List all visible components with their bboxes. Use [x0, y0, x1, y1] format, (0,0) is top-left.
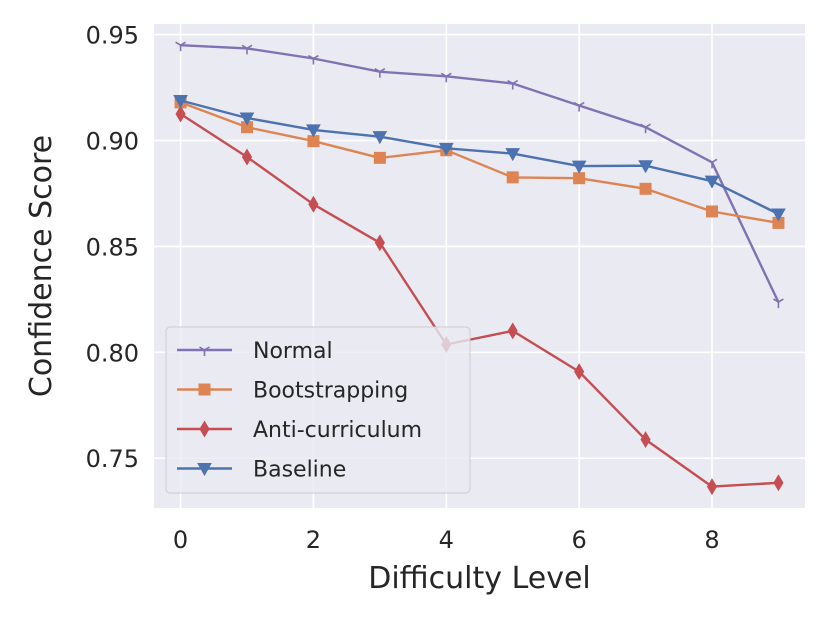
y-tick-label: 0.90 [86, 127, 139, 155]
legend-label-bootstrapping: Bootstrapping [253, 379, 408, 404]
x-tick-label: 4 [439, 526, 454, 554]
y-tick-label: 0.95 [86, 22, 139, 50]
legend-item-anti-curriculum: Anti-curriculum [177, 418, 422, 443]
bootstrapping-point [706, 205, 718, 218]
bootstrapping-point [639, 182, 652, 195]
baseline-point [306, 124, 321, 138]
x-axis-label: Difficulty Level [368, 561, 591, 596]
legend-label-normal: Normal [253, 339, 333, 364]
normal-point [241, 44, 253, 55]
normal-point [175, 41, 186, 52]
x-tick-label: 2 [306, 526, 321, 554]
normal-point [440, 72, 452, 83]
anti-curriculum-point [640, 431, 651, 449]
legend-label-baseline: Baseline [253, 458, 346, 483]
x-tick-label: 8 [704, 526, 719, 554]
anti-curriculum-point [175, 105, 186, 123]
bootstrapping-point [573, 172, 586, 185]
tick-labels: 0 2 4 6 8 0.75 0.80 0.85 0.90 0.95 [86, 22, 720, 554]
normal-point [374, 67, 386, 78]
anti-curriculum-point [308, 195, 319, 213]
anti-curriculum-point [507, 322, 518, 340]
legend-box [165, 326, 471, 494]
legend-entries: Normal Bootstrapping Anti-curriculum Baseli… [177, 339, 422, 483]
y-axis-label: Confidence Score [24, 135, 59, 397]
bootstrapping-point [506, 171, 519, 184]
legend-marker-bootstrapping [198, 383, 211, 396]
y-tick-label: 0.80 [86, 339, 139, 367]
legend-marker-anti-curriculum [199, 420, 210, 438]
legend-item-baseline: Baseline [177, 458, 346, 483]
baseline-point [505, 148, 521, 162]
baseline-point [173, 94, 188, 108]
legend-marker-normal [199, 346, 210, 356]
legend-label-anti-curriculum: Anti-curriculum [253, 418, 422, 443]
baseline-point [372, 131, 388, 145]
legend-item-bootstrapping: Bootstrapping [177, 379, 408, 404]
anti-curriculum-point [574, 363, 585, 381]
normal-point [573, 101, 585, 112]
baseline-point [771, 208, 786, 222]
normal-point [308, 54, 319, 65]
grid-lines [154, 24, 805, 508]
series-baseline [173, 94, 786, 222]
anti-curriculum-point [241, 148, 253, 166]
bootstrapping-line [180, 101, 779, 225]
anti-curriculum-point [374, 234, 385, 252]
legend-item-normal: Normal [177, 339, 333, 364]
normal-point [640, 123, 651, 134]
baseline-line [180, 99, 779, 216]
baseline-point [638, 160, 653, 174]
x-tick-label: 0 [173, 526, 188, 554]
bootstrapping-point [373, 151, 386, 164]
normal-line [180, 44, 780, 303]
y-tick-label: 0.75 [86, 445, 139, 473]
normal-point [507, 79, 519, 90]
anti-curriculum-line [179, 112, 779, 488]
baseline-point [239, 112, 255, 126]
baseline-point [438, 142, 454, 156]
anti-curriculum-point [706, 478, 718, 496]
legend: Normal Bootstrapping Anti-curriculum Baseli… [165, 326, 471, 494]
baseline-point [571, 160, 587, 174]
normal-point [773, 298, 784, 309]
baseline-point [704, 175, 720, 189]
legend-marker-baseline [197, 463, 212, 477]
x-tick-label: 6 [572, 526, 587, 554]
normal-point [706, 158, 718, 169]
series-normal [175, 41, 784, 309]
y-tick-label: 0.85 [86, 233, 139, 261]
anti-curriculum-point [773, 474, 784, 492]
